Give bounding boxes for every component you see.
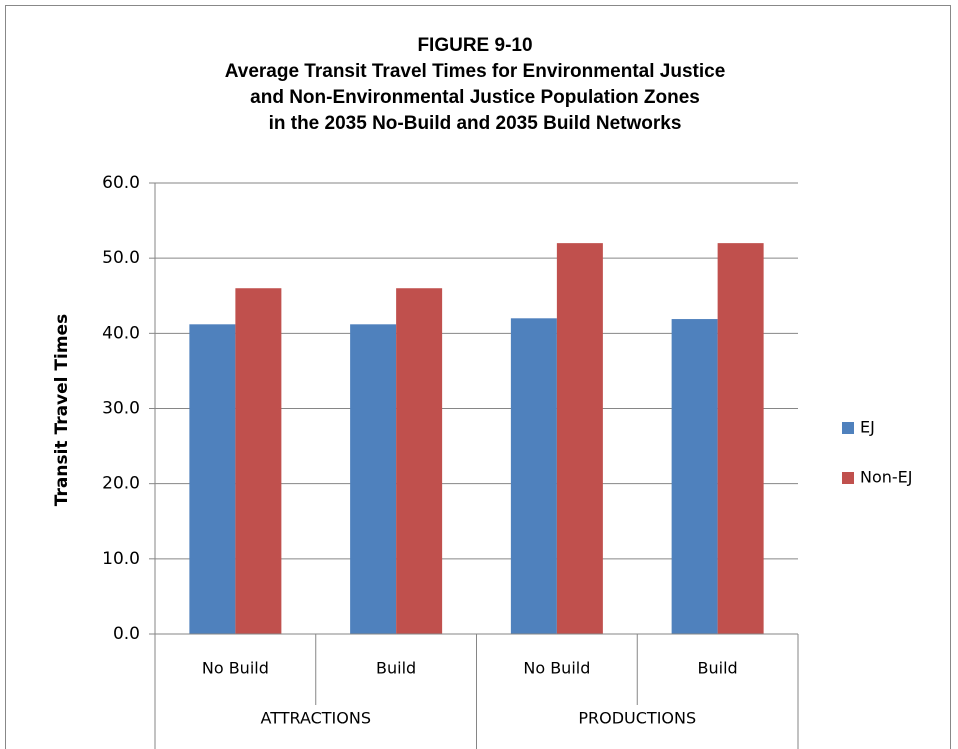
bar bbox=[235, 288, 282, 634]
chart-title: in the 2035 No-Build and 2035 Build Netw… bbox=[269, 113, 682, 134]
bar bbox=[671, 319, 718, 634]
x-tick-label: Build bbox=[698, 659, 738, 678]
bar bbox=[556, 243, 603, 634]
chart-title: FIGURE 9-10 bbox=[417, 35, 532, 56]
group-label: PRODUCTIONS bbox=[578, 709, 696, 728]
legend-swatch bbox=[842, 422, 854, 434]
chart-title: and Non-Environmental Justice Population… bbox=[250, 87, 700, 108]
y-axis-label: Transit Travel Times bbox=[52, 314, 72, 506]
bar bbox=[717, 243, 764, 634]
x-tick-label: No Build bbox=[523, 659, 590, 678]
chart-border bbox=[5, 5, 951, 749]
bar bbox=[396, 288, 443, 634]
y-tick-label: 0.0 bbox=[113, 624, 140, 644]
bar bbox=[189, 324, 236, 634]
y-tick-label: 30.0 bbox=[102, 399, 140, 419]
bar bbox=[510, 318, 557, 634]
y-tick-label: 50.0 bbox=[102, 248, 140, 268]
x-tick-label: Build bbox=[376, 659, 416, 678]
y-tick-label: 40.0 bbox=[102, 323, 140, 343]
y-tick-label: 20.0 bbox=[102, 474, 140, 494]
group-label: ATTRACTIONS bbox=[261, 709, 371, 728]
chart-title: Average Transit Travel Times for Environ… bbox=[225, 61, 726, 82]
y-tick-label: 10.0 bbox=[102, 549, 140, 569]
legend-label: Non-EJ bbox=[860, 468, 913, 487]
legend-swatch bbox=[842, 472, 854, 484]
y-tick-label: 60.0 bbox=[102, 173, 140, 193]
legend-label: EJ bbox=[860, 418, 875, 437]
bar bbox=[350, 324, 397, 634]
x-tick-label: No Build bbox=[202, 659, 269, 678]
